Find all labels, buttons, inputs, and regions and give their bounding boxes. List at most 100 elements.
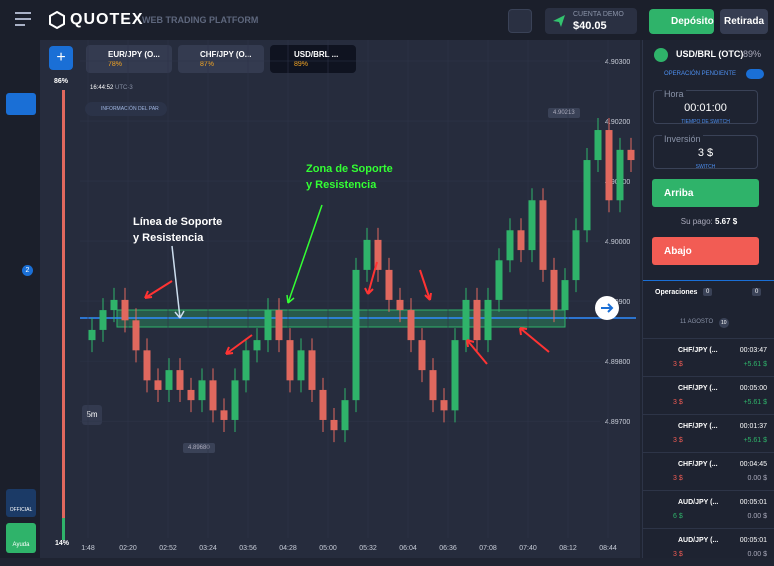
- deposit-button[interactable]: Depósito: [649, 9, 714, 34]
- trade-row[interactable]: CHF/JPY (... 00:05:00 3 $ +5.61 $: [643, 376, 774, 414]
- trade-time: 00:05:00: [739, 385, 767, 392]
- trade-pair: AUD/JPY (...: [678, 499, 719, 506]
- trade-result: 0.00 $: [747, 551, 767, 558]
- y-tick-label: 4.89700: [605, 419, 630, 426]
- candle-body: [176, 370, 184, 390]
- x-tick-label: 02:52: [159, 545, 177, 552]
- candle-body: [330, 419, 338, 431]
- x-tick-label: 03:56: [239, 545, 257, 552]
- candle-body: [396, 299, 404, 311]
- logo: QUOTEX: [70, 11, 144, 28]
- trade-pair: CHF/JPY (...: [678, 347, 718, 354]
- tab[interactable]: EUR/JPY (O... 78%: [86, 45, 172, 73]
- down-button[interactable]: Abajo: [652, 237, 759, 265]
- candle-body: [209, 380, 217, 411]
- line-label: Línea de Soporte: [133, 216, 222, 228]
- asset: USD/BRL (OTC): [676, 49, 744, 59]
- invest-value: 3 $: [697, 147, 714, 159]
- withdraw-button[interactable]: Retirada: [720, 9, 768, 34]
- candle-body: [627, 149, 635, 161]
- candle-body: [286, 340, 294, 381]
- up-button[interactable]: Arriba: [652, 179, 759, 207]
- x-tick-label: 02:20: [119, 545, 137, 552]
- candle-body: [220, 410, 228, 420]
- scroll-icon: [601, 303, 614, 313]
- trade-result: +5.61 $: [743, 361, 767, 368]
- menu-icon[interactable]: [15, 12, 31, 26]
- x-tick-label: 05:32: [359, 545, 377, 552]
- trade-pair: CHF/JPY (...: [678, 423, 718, 430]
- payout-value: 5.67 $: [715, 217, 738, 226]
- account[interactable]: CUENTA DEMO $40.05: [545, 8, 637, 34]
- pair-info[interactable]: INFORMACIÓN DEL PAR: [85, 102, 167, 116]
- line-label: y Resistencia: [133, 232, 204, 244]
- up-percent: 86%: [54, 78, 69, 85]
- y-tick-label: 4.89800: [605, 359, 630, 366]
- tab-payout: 78%: [108, 61, 123, 68]
- notifications[interactable]: [508, 9, 532, 33]
- trade-amount: 3 $: [673, 437, 683, 444]
- flag: [654, 48, 668, 62]
- candle-body: [429, 370, 437, 401]
- candle-body: [462, 299, 470, 341]
- nav-active[interactable]: [6, 93, 36, 115]
- candle-body: [385, 269, 393, 300]
- trade-time: 00:01:37: [739, 423, 767, 430]
- red-arrows: [144, 261, 550, 365]
- trade-amount: 3 $: [673, 399, 683, 406]
- trade-pair: AUD/JPY (...: [678, 537, 719, 544]
- time-switch[interactable]: TIEMPO DE SWITCH: [681, 119, 730, 125]
- candle-body: [154, 380, 162, 390]
- tab-active[interactable]: USD/BRL ... 89%: [270, 45, 356, 73]
- trade-amount: 6 $: [673, 513, 683, 520]
- trade-row[interactable]: AUD/JPY (... 00:05:01 6 $ 0.00 $: [643, 490, 774, 528]
- x-tick-label: 07:40: [519, 545, 537, 552]
- candle-body: [275, 310, 283, 341]
- tab-pair: EUR/JPY (O...: [108, 50, 160, 59]
- candle-body: [594, 130, 602, 161]
- trade-row[interactable]: CHF/JPY (... 00:03:47 3 $ +5.61 $: [643, 338, 774, 376]
- candle-body: [495, 260, 503, 300]
- candle-body: [187, 389, 195, 401]
- tab[interactable]: CHF/JPY (O... 87%: [178, 45, 264, 73]
- official[interactable]: OFFICIAL: [6, 489, 36, 517]
- date-count: 10: [719, 318, 729, 328]
- candle-body: [583, 160, 591, 231]
- x-tick-label: 07:08: [479, 545, 497, 552]
- pending-toggle[interactable]: [746, 69, 764, 79]
- timezone: UTC-3: [115, 85, 133, 91]
- candle-body: [506, 230, 514, 261]
- help[interactable]: Ayuda: [6, 523, 36, 553]
- time-value: 00:01:00: [684, 102, 727, 114]
- candle-body: [561, 280, 569, 311]
- zone-arrow: [286, 204, 323, 304]
- invest-box: Inversión 3 $ SWITCH: [653, 134, 758, 170]
- trade-row[interactable]: CHF/JPY (... 00:01:37 3 $ +5.61 $: [643, 414, 774, 452]
- candle-body: [341, 400, 349, 431]
- candle-body: [528, 200, 536, 251]
- x-tick-label: 1:48: [81, 545, 95, 552]
- sidebar: 2 OFFICIAL Ayuda: [0, 40, 40, 558]
- payout-line: Su pago: 5.67 $: [643, 217, 774, 226]
- tab-pair: CHF/JPY (O...: [200, 50, 252, 59]
- sentiment-up: [62, 518, 65, 540]
- invest-switch[interactable]: SWITCH: [695, 164, 716, 170]
- add-tab[interactable]: +: [49, 46, 73, 70]
- chart: 4.897004.898004.899004.900004.901004.902…: [80, 40, 636, 552]
- candle-body: [484, 299, 492, 341]
- time-box: Hora 00:01:00 TIEMPO DE SWITCH: [653, 89, 758, 125]
- time-label: Hora: [662, 89, 686, 99]
- top-bar: QUOTEX WEB TRADING PLATFORM CUENTA DEMO …: [0, 0, 774, 40]
- badge: 2: [22, 265, 33, 276]
- candle-body: [264, 310, 272, 341]
- trade-row[interactable]: CHF/JPY (... 00:04:45 3 $ 0.00 $: [643, 452, 774, 490]
- operations[interactable]: Operaciones: [655, 289, 698, 296]
- account-label: CUENTA DEMO: [573, 11, 624, 18]
- trade-time: 00:05:01: [739, 499, 767, 506]
- trade-row[interactable]: AUD/JPY (... 00:05:01 3 $ 0.00 $: [643, 528, 774, 566]
- side-panel: USD/BRL (OTC) 89% OPERACIÓN PENDIENTE Ho…: [642, 40, 774, 558]
- timeframe[interactable]: 5m: [82, 405, 102, 425]
- zone-label: y Resistencia: [306, 179, 377, 191]
